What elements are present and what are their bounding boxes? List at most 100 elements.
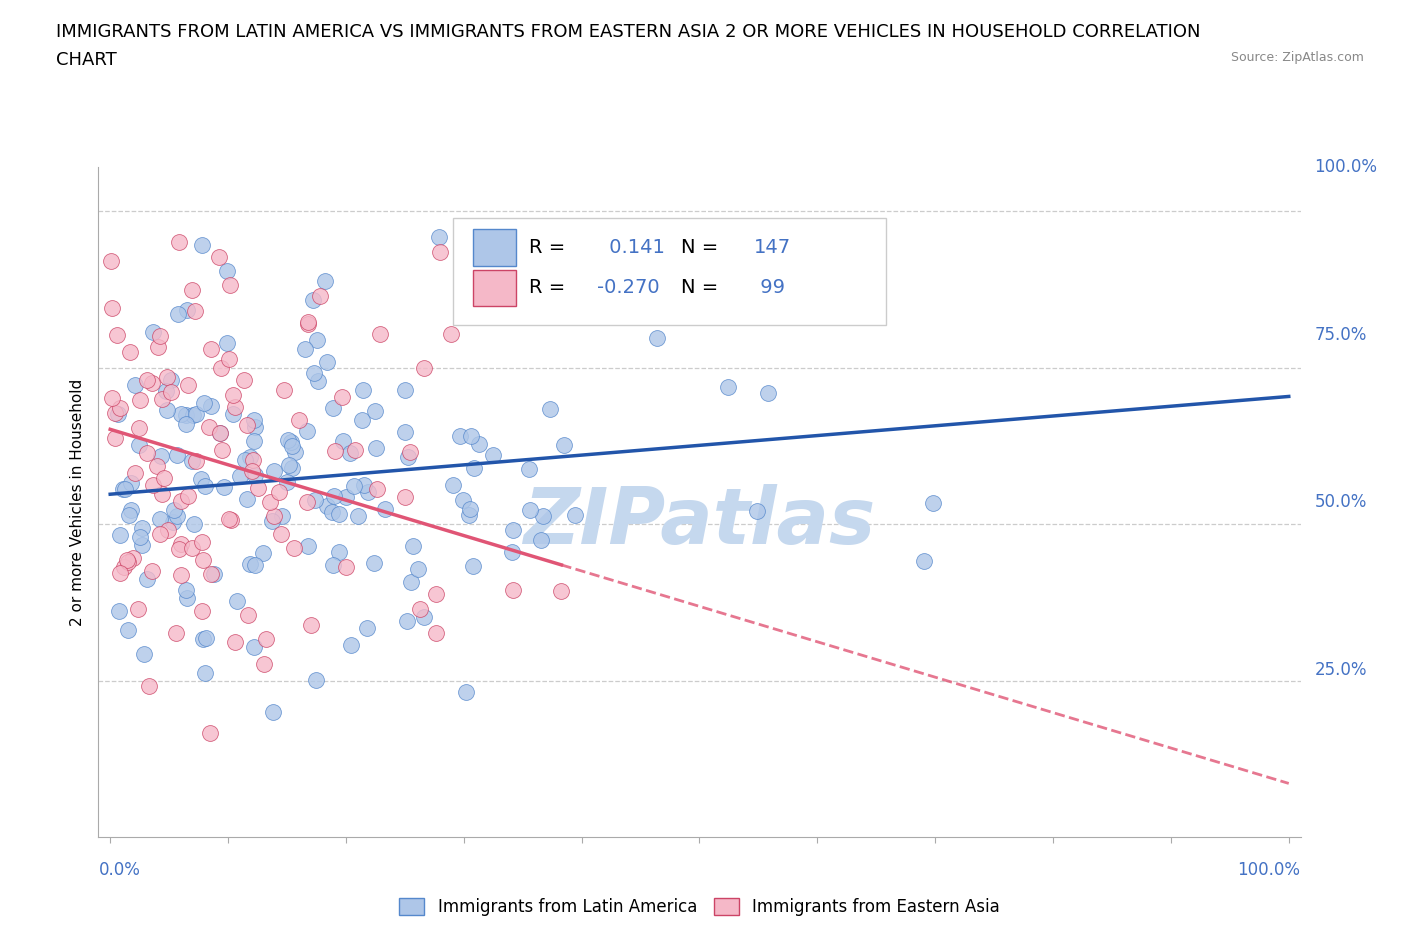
Point: [441, 477, 464, 492]
Point: [141, 564, 163, 578]
Point: [183, 517, 205, 532]
Point: [166, 509, 188, 524]
Point: [193, 395, 215, 410]
Point: [156, 403, 179, 418]
Point: [115, 552, 138, 567]
Point: [463, 460, 485, 475]
Text: N =: N =: [682, 238, 718, 258]
Point: [413, 609, 436, 624]
Point: [110, 565, 132, 580]
Point: [297, 314, 319, 329]
Point: [245, 468, 267, 483]
Point: [100, 391, 122, 405]
Text: Source: ZipAtlas.com: Source: ZipAtlas.com: [1230, 51, 1364, 64]
Text: 99: 99: [754, 278, 785, 298]
Point: [218, 352, 240, 367]
Point: [295, 423, 318, 438]
Point: [236, 492, 259, 507]
Point: [117, 508, 139, 523]
Point: [169, 406, 191, 421]
Point: [117, 554, 139, 569]
Point: [307, 333, 329, 348]
Point: [174, 582, 197, 597]
Point: [124, 466, 146, 481]
Text: 50.0%: 50.0%: [1315, 493, 1367, 512]
Point: [517, 461, 540, 476]
Point: [252, 546, 274, 561]
Point: [461, 559, 484, 574]
Point: [316, 498, 339, 513]
Point: [458, 502, 481, 517]
Point: [295, 495, 318, 510]
Point: [273, 383, 295, 398]
Point: [396, 613, 419, 628]
Point: [150, 448, 173, 463]
Point: [104, 431, 127, 445]
Point: [145, 458, 167, 473]
Point: [131, 521, 153, 536]
Point: [315, 354, 337, 369]
Point: [308, 288, 330, 303]
Point: [243, 419, 266, 434]
Point: [156, 522, 179, 537]
Point: [150, 487, 173, 502]
Point: [224, 399, 246, 414]
Point: [124, 378, 146, 392]
Point: [283, 540, 305, 555]
Point: [191, 631, 214, 646]
Point: [136, 445, 159, 460]
Point: [531, 509, 554, 524]
Point: [150, 392, 173, 406]
Point: [219, 512, 242, 527]
Point: [550, 584, 572, 599]
Point: [297, 538, 319, 553]
Point: [212, 480, 235, 495]
Point: [142, 325, 165, 339]
Point: [191, 552, 214, 567]
Point: [717, 379, 740, 394]
Point: [169, 235, 191, 250]
Point: [281, 461, 304, 476]
Point: [131, 538, 153, 552]
Point: [200, 566, 222, 581]
Point: [412, 361, 434, 376]
Point: [186, 406, 208, 421]
Point: [270, 527, 292, 542]
Text: 75.0%: 75.0%: [1315, 326, 1367, 344]
Point: [278, 458, 301, 472]
Point: [254, 631, 277, 646]
Point: [243, 640, 266, 655]
Point: [492, 297, 515, 312]
Point: [276, 432, 298, 447]
Text: 100.0%: 100.0%: [1315, 158, 1378, 177]
Text: CHART: CHART: [56, 51, 117, 69]
Point: [374, 501, 396, 516]
Point: [458, 508, 481, 523]
Point: [364, 404, 387, 418]
Point: [368, 326, 391, 341]
Point: [107, 407, 129, 422]
Point: [460, 428, 482, 443]
Point: [104, 405, 127, 420]
Point: [184, 453, 207, 468]
Point: [222, 388, 245, 403]
Point: [194, 479, 217, 494]
Point: [177, 488, 200, 503]
Point: [366, 481, 388, 496]
Point: [409, 602, 432, 617]
Point: [451, 493, 474, 508]
Point: [211, 443, 233, 458]
Point: [538, 401, 561, 416]
Point: [114, 482, 136, 497]
Point: [330, 389, 353, 404]
Point: [242, 463, 264, 478]
Point: [519, 503, 541, 518]
Point: [127, 602, 149, 617]
Point: [167, 307, 190, 322]
Point: [921, 496, 943, 511]
Point: [208, 249, 231, 264]
Point: [357, 485, 380, 499]
Point: [294, 342, 316, 357]
Point: [429, 245, 451, 259]
Text: R =: R =: [529, 278, 565, 298]
